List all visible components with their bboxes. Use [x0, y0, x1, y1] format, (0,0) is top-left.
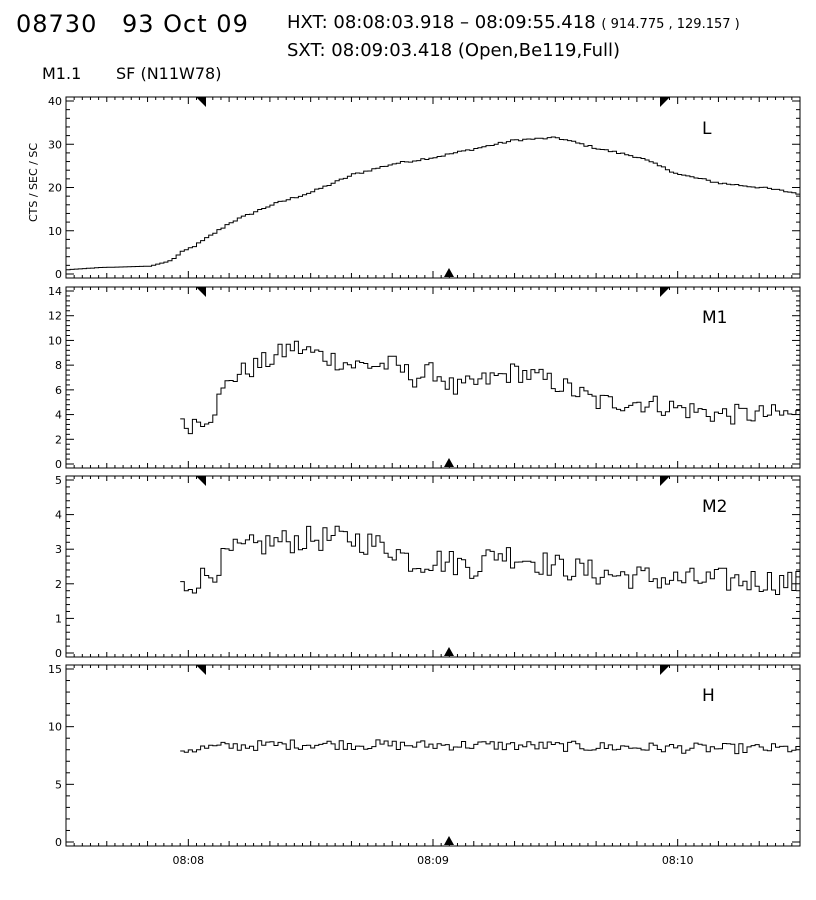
band-label: M2: [702, 497, 727, 517]
hxt-start-marker: [196, 97, 206, 107]
panel-frame: [65, 664, 801, 847]
y-tick-label: 30: [48, 138, 62, 151]
sxt-line: SXT: 08:09:03.418 (Open,Be119,Full): [287, 40, 620, 61]
y-tick-label: 5: [55, 474, 62, 487]
hxt-range: 08:08:03.918 – 08:09:55.418: [333, 12, 596, 33]
y-tick-label: 14: [48, 285, 62, 298]
series-M2-line: [180, 525, 800, 595]
y-tick-label: 2: [55, 578, 62, 591]
y-tick-label: 4: [55, 509, 62, 522]
series-M1-line: [180, 340, 800, 435]
y-tick-label: 3: [55, 543, 62, 556]
hxt-end-marker: [660, 476, 670, 486]
sxt-label: SXT:: [287, 40, 326, 61]
y-tick-label: 2: [55, 433, 62, 446]
y-tick-label: 10: [48, 721, 62, 734]
hxt-coords: ( 914.775 , 129.157 ): [601, 17, 740, 32]
y-tick-label: 10: [48, 225, 62, 238]
flare-class: M1.1: [42, 64, 82, 83]
sxt-marker: [444, 647, 454, 656]
event-date: 93 Oct 09: [122, 10, 249, 38]
x-tick-label: 08:10: [662, 854, 694, 867]
series-H-line: [180, 739, 800, 755]
hxt-label: HXT:: [287, 12, 328, 33]
y-tick-label: 8: [55, 359, 62, 372]
x-tick-label: 08:08: [172, 854, 204, 867]
y-tick-label: 0: [55, 836, 62, 849]
band-label: M1: [702, 308, 727, 328]
band-label: L: [702, 119, 712, 139]
y-tick-label: 12: [48, 310, 62, 323]
y-axis-label: CTS / SEC / SC: [27, 143, 40, 222]
hxt-start-marker: [196, 665, 206, 675]
sxt-marker: [444, 268, 454, 277]
y-tick-label: 0: [55, 268, 62, 281]
hxt-end-marker: [660, 287, 670, 297]
event-id: 08730: [16, 10, 98, 38]
hxt-start-marker: [196, 287, 206, 297]
y-tick-label: 6: [55, 384, 62, 397]
flare-location: SF (N11W78): [116, 64, 222, 83]
y-tick-label: 0: [55, 647, 62, 660]
sxt-marker: [444, 836, 454, 845]
sxt-marker: [444, 458, 454, 467]
y-tick-label: 1: [55, 612, 62, 625]
y-tick-label: 15: [48, 663, 62, 676]
y-tick-label: 0: [55, 458, 62, 471]
band-label: H: [702, 686, 715, 706]
x-tick-label: 08:09: [417, 854, 449, 867]
hxt-start-marker: [196, 476, 206, 486]
sxt-time: 08:09:03.418 (Open,Be119,Full): [331, 40, 621, 61]
y-tick-label: 20: [48, 182, 62, 195]
y-tick-label: 40: [48, 95, 62, 108]
hxt-end-marker: [660, 97, 670, 107]
panel-frame: [65, 96, 801, 279]
y-tick-label: 5: [55, 778, 62, 791]
series-L-line: [66, 136, 800, 271]
y-tick-label: 10: [48, 334, 62, 347]
hxt-line: HXT: 08:08:03.918 – 08:09:55.418 ( 914.7…: [287, 12, 740, 33]
y-tick-label: 4: [55, 409, 62, 422]
hxt-end-marker: [660, 665, 670, 675]
